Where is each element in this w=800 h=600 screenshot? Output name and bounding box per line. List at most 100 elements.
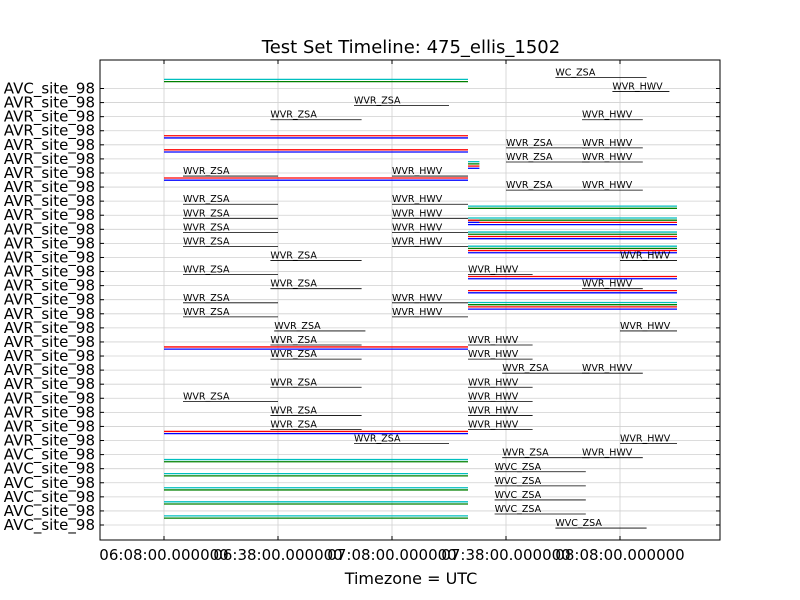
- annotation-label: WVR_ZSA: [270, 420, 317, 431]
- annotation-label: WVR_HWV: [392, 236, 443, 247]
- y-tick-label: AVR_site_98: [4, 291, 95, 310]
- annotation-label: WVR_HWV: [468, 349, 519, 360]
- annotation-label: WVR_HWV: [392, 307, 443, 318]
- annotation-label: WVR_HWV: [582, 279, 633, 290]
- annotation-label: WVR_ZSA: [183, 307, 230, 318]
- annotation-label: WVR_HWV: [582, 110, 633, 121]
- annotation-label: WVR_HWV: [392, 194, 443, 205]
- annotation-label: WVR_HWV: [392, 293, 443, 304]
- y-tick-label: AVR_site_98: [4, 192, 95, 211]
- y-tick-label: AVC_site_98: [4, 80, 95, 99]
- y-tick-label: AVR_site_98: [4, 333, 95, 352]
- annotation-label: WVR_HWV: [468, 405, 519, 416]
- annotation-label: WVC_ZSA: [495, 462, 542, 473]
- annotation-label: WVR_ZSA: [354, 434, 401, 445]
- y-tick-label: AVR_site_98: [4, 319, 95, 338]
- y-tick-label: AVR_site_98: [4, 164, 95, 183]
- annotation-label: WVC_ZSA: [495, 490, 542, 501]
- annotation-label: WVR_ZSA: [502, 448, 549, 459]
- annotation-label: WVR_ZSA: [506, 152, 553, 163]
- chart-title: Test Set Timeline: 475_ellis_1502: [261, 37, 560, 58]
- annotation-label: WVR_HWV: [582, 180, 633, 191]
- annotation-label: WVR_HWV: [582, 363, 633, 374]
- y-tick-label: AVR_site_98: [4, 248, 95, 267]
- timeline-bars: [164, 78, 677, 519]
- annotation-label: WC_ZSA: [555, 68, 595, 79]
- y-tick-label: AVC_site_98: [4, 516, 95, 535]
- annotation-label: WVR_ZSA: [270, 335, 317, 346]
- annotation-label: WVR_HWV: [392, 222, 443, 233]
- y-tick-label: AVR_site_98: [4, 94, 95, 113]
- annotation-label: WVR_ZSA: [183, 222, 230, 233]
- y-tick-label: AVC_site_98: [4, 488, 95, 507]
- y-tick-label: AVR_site_98: [4, 417, 95, 436]
- x-tick-label: 07:08:00.000000: [327, 546, 456, 564]
- x-tick-label: 06:38:00.000000: [213, 546, 342, 564]
- x-axis: 06:08:00.00000006:38:00.00000007:08:00.0…: [99, 60, 685, 564]
- annotation-label: WVC_ZSA: [495, 476, 542, 487]
- annotation-label: WVR_HWV: [468, 391, 519, 402]
- annotation-label: WVR_ZSA: [354, 96, 401, 107]
- x-tick-label: 06:08:00.000000: [99, 546, 228, 564]
- annotation-label: WVR_ZSA: [270, 377, 317, 388]
- y-tick-label: AVR_site_98: [4, 122, 95, 141]
- annotation-label: WVR_ZSA: [270, 251, 317, 262]
- annotation-label: WVC_ZSA: [495, 504, 542, 515]
- annotation-label: WVR_HWV: [582, 448, 633, 459]
- annotation-label: WVR_ZSA: [270, 110, 317, 121]
- annotation-label: WVR_ZSA: [270, 279, 317, 290]
- x-tick-label: 07:38:00.000000: [441, 546, 570, 564]
- annotation-label: WVR_HWV: [468, 377, 519, 388]
- annotation-label: WVR_HWV: [392, 208, 443, 219]
- annotation-label: WVR_HWV: [468, 265, 519, 276]
- y-tick-label: AVR_site_98: [4, 277, 95, 296]
- annotations: WC_ZSA WVR_HWV WVR_ZSA WVR_ZSA WVR_HWV WVR_ZS…: [183, 68, 677, 529]
- y-tick-label: AVR_site_98: [4, 375, 95, 394]
- x-axis-label: Timezone = UTC: [344, 569, 478, 588]
- annotation-label: WVR_ZSA: [183, 236, 230, 247]
- annotation-label: WVR_HWV: [582, 138, 633, 149]
- annotation-label: WVR_HWV: [392, 166, 443, 177]
- x-tick-label: 08:08:00.000000: [555, 546, 684, 564]
- annotation-label: WVR_HWV: [620, 321, 671, 332]
- y-tick-label: AVR_site_98: [4, 220, 95, 239]
- y-tick-label: AVR_site_98: [4, 206, 95, 225]
- annotation-label: WVR_ZSA: [270, 349, 317, 360]
- annotation-label: WVR_ZSA: [506, 138, 553, 149]
- annotation-label: WVR_ZSA: [506, 180, 553, 191]
- y-tick-label: AVR_site_98: [4, 305, 95, 324]
- y-tick-label: AVC_site_98: [4, 460, 95, 479]
- annotation-label: WVR_ZSA: [183, 293, 230, 304]
- y-tick-label: AVR_site_98: [4, 136, 95, 155]
- y-tick-label: AVR_site_98: [4, 389, 95, 408]
- y-tick-label: AVR_site_98: [4, 432, 95, 451]
- y-tick-label: AVR_site_98: [4, 347, 95, 366]
- y-axis: AVC_site_98AVC_site_98AVC_site_98AVC_sit…: [4, 80, 720, 535]
- grid: [100, 60, 720, 540]
- y-tick-label: AVR_site_98: [4, 361, 95, 380]
- y-tick-label: AVR_site_98: [4, 150, 95, 169]
- annotation-label: WVR_ZSA: [183, 208, 230, 219]
- annotation-label: WVC_ZSA: [555, 518, 602, 529]
- y-tick-label: AVC_site_98: [4, 474, 95, 493]
- annotation-label: WVR_ZSA: [502, 363, 549, 374]
- annotation-label: WVR_HWV: [620, 434, 671, 445]
- annotation-label: WVR_ZSA: [183, 265, 230, 276]
- annotation-label: WVR_HWV: [612, 82, 663, 93]
- annotation-label: WVR_ZSA: [274, 321, 321, 332]
- annotation-label: WVR_ZSA: [183, 194, 230, 205]
- annotation-label: WVR_HWV: [468, 335, 519, 346]
- y-tick-label: AVR_site_98: [4, 234, 95, 253]
- annotation-label: WVR_ZSA: [270, 405, 317, 416]
- y-tick-label: AVC_site_98: [4, 502, 95, 521]
- annotation-label: WVR_HWV: [620, 251, 671, 262]
- y-tick-label: AVR_site_98: [4, 403, 95, 422]
- y-tick-label: AVR_site_98: [4, 178, 95, 197]
- y-tick-label: AVC_site_98: [4, 446, 95, 465]
- annotation-label: WVR_HWV: [468, 420, 519, 431]
- y-tick-label: AVR_site_98: [4, 108, 95, 127]
- annotation-label: WVR_ZSA: [183, 391, 230, 402]
- annotation-label: WVR_HWV: [582, 152, 633, 163]
- y-tick-label: AVR_site_98: [4, 263, 95, 282]
